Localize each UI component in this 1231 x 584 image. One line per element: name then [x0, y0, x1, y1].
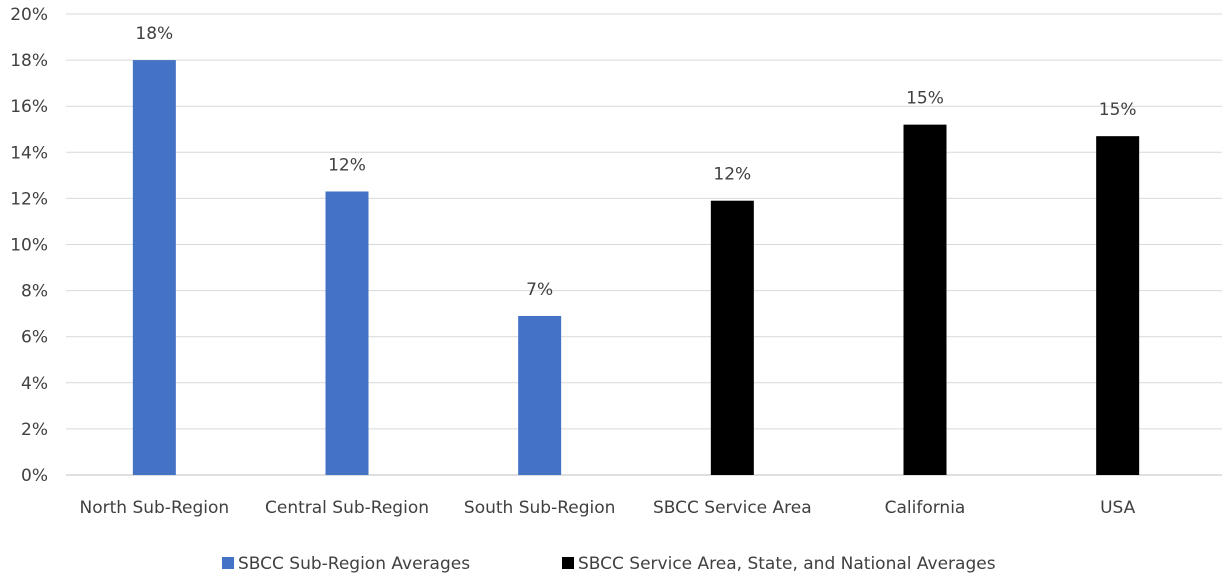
y-axis-tick-labels: 0% 2% 4% 6% 8% 10% 12% 14% 16% 18% 20% [10, 5, 48, 486]
y-tick-label: 12% [10, 189, 48, 209]
x-category-label: South Sub-Region [464, 498, 616, 518]
y-tick-label: 0% [21, 466, 48, 486]
bar-north-sub-region [132, 60, 176, 475]
bar-sbcc-service-area [710, 200, 754, 475]
y-tick-label: 14% [10, 143, 48, 163]
data-label: 12% [328, 155, 366, 175]
bar-usa [1096, 136, 1140, 476]
x-category-label: North Sub-Region [80, 498, 230, 518]
data-labels: 18% 12% 7% 12% 15% 15% [135, 24, 1136, 300]
gridlines [66, 13, 1222, 476]
x-category-label: SBCC Service Area [653, 498, 812, 518]
data-label: 15% [906, 89, 944, 109]
legend-label: SBCC Sub-Region Averages [238, 554, 470, 574]
data-label: 15% [1099, 100, 1137, 120]
legend: SBCC Sub-Region Averages SBCC Service Are… [222, 554, 996, 574]
y-tick-label: 18% [10, 51, 48, 71]
x-category-label: USA [1100, 498, 1136, 518]
legend-label: SBCC Service Area, State, and National A… [578, 554, 996, 574]
bars [132, 60, 1140, 476]
y-tick-label: 16% [10, 97, 48, 117]
y-tick-label: 10% [10, 236, 48, 256]
data-label: 18% [135, 24, 173, 44]
y-tick-label: 6% [21, 328, 48, 348]
bar-central-sub-region [325, 191, 369, 476]
bar-south-sub-region [518, 315, 562, 475]
y-tick-label: 8% [21, 282, 48, 302]
y-tick-label: 2% [21, 420, 48, 440]
x-category-label: Central Sub-Region [265, 498, 429, 518]
x-axis-category-labels: North Sub-Region Central Sub-Region South … [80, 498, 1136, 518]
y-tick-label: 4% [21, 374, 48, 394]
bar-california [903, 124, 947, 475]
legend-swatch [222, 557, 234, 569]
legend-swatch [562, 557, 574, 569]
data-label: 12% [713, 165, 751, 185]
data-label: 7% [526, 280, 553, 300]
y-tick-label: 20% [10, 5, 48, 25]
x-category-label: California [885, 498, 966, 518]
